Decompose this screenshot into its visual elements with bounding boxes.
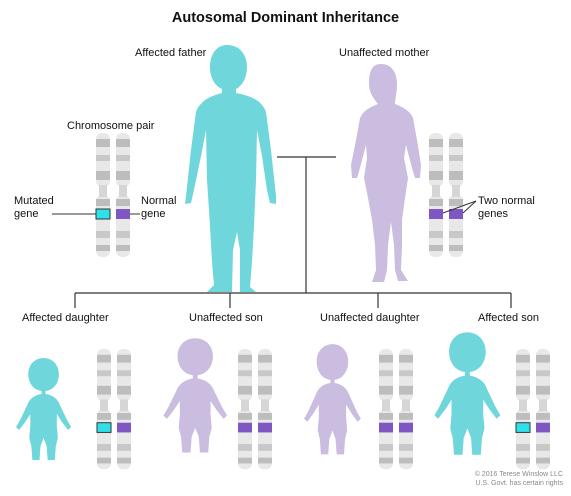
affected-son-silhouette-icon xyxy=(434,332,501,455)
father-mutated-gene-marker xyxy=(95,208,111,220)
label-affected-daughter: Affected daughter xyxy=(22,312,109,324)
label-affected-son: Affected son xyxy=(478,312,539,324)
affected-daughter-chromosomes xyxy=(96,349,131,470)
pedigree-lines xyxy=(74,156,512,308)
father-chromosome-left xyxy=(95,133,111,257)
unaffected-son-silhouette-icon xyxy=(163,338,228,453)
two-normal-pointer-right xyxy=(462,200,477,214)
label-affected-father: Affected father xyxy=(135,47,207,59)
label-unaffected-mother: Unaffected mother xyxy=(339,47,430,59)
unaffected-son-chromosomes xyxy=(238,349,272,470)
unaffected-daughter-chromosomes xyxy=(379,349,413,470)
unaffected-daughter-silhouette-icon xyxy=(304,344,361,455)
mother-chromosome-left xyxy=(429,133,443,257)
affected-son-chromosomes xyxy=(515,349,550,470)
label-normal-gene: Normal gene xyxy=(141,195,177,220)
mother-chromosome-right xyxy=(449,133,463,257)
father-chromosome-right xyxy=(116,133,130,257)
mother-normal-gene-marker-left xyxy=(429,209,443,219)
label-unaffected-daughter: Unaffected daughter xyxy=(320,312,420,324)
label-mutated-gene: Mutated gene xyxy=(14,195,54,220)
father-normal-gene-marker xyxy=(116,209,130,219)
label-two-normal-genes: Two normal genes xyxy=(478,195,535,220)
affected-father-silhouette-icon xyxy=(185,45,276,292)
label-chromosome-pair: Chromosome pair xyxy=(67,120,155,132)
unaffected-mother-silhouette-icon xyxy=(351,64,421,282)
copyright-notice: © 2016 Terese Winslow LLC U.S. Govt. has… xyxy=(474,471,563,487)
two-normal-pointer-left xyxy=(442,200,477,214)
mother-normal-gene-marker-right xyxy=(449,209,463,219)
diagram-title: Autosomal Dominant Inheritance xyxy=(171,10,400,26)
affected-daughter-silhouette-icon xyxy=(16,358,72,460)
label-unaffected-son: Unaffected son xyxy=(189,312,263,324)
